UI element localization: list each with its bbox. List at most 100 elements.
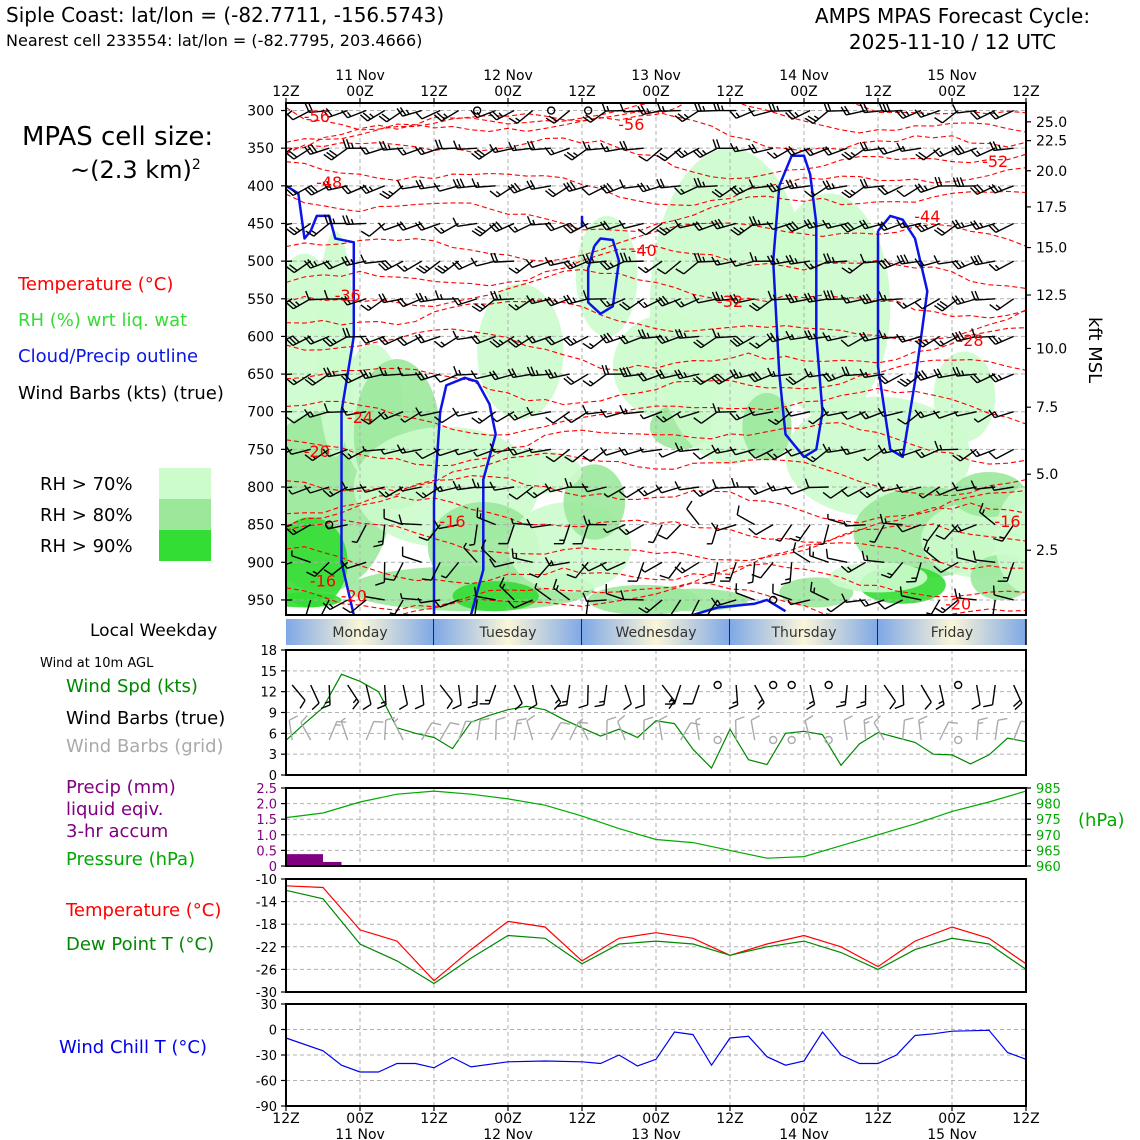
station-title: Siple Coast: lat/lon = (-82.7711, -156.5… [6,3,445,27]
barb-300-16-half [369,113,375,118]
barb-950-46-flag [552,578,558,589]
barb-950-1 [286,599,293,601]
barb-700-34-half [477,417,483,422]
barb-550-103 [896,298,922,309]
barb-700-97-flag [858,411,867,420]
precip-panel-ylabel-2.0: 2.0 [256,798,277,813]
barb-700-1 [286,411,293,413]
barb-900-19-shaft [393,561,404,581]
barb-350-73-flag [715,139,721,149]
barb-800-43-flag [526,491,535,499]
barb-650-97-flag [859,368,866,378]
barb-650-43-flag [530,366,536,376]
barb-400-55-flag [603,184,611,193]
barb-550-64 [655,295,681,307]
barb-650-85 [785,373,811,386]
top-date-3: 14 Nov [779,68,829,84]
wind10-true-37-shaft [513,684,523,704]
barb-400-37 [489,185,515,198]
wind10-grid-22 [421,722,442,741]
barb-500-7-half [313,261,318,267]
barb-550-97-flag [859,295,866,305]
barb-300-28-half [443,113,449,118]
barb-400-109-flag [934,176,939,187]
barb-600-10-half [332,338,337,344]
barb-550-115 [970,290,996,301]
barb-900-37-shaft [494,561,515,568]
barb-650-79-flag [747,374,756,383]
barb-800-112-shaft [956,486,977,492]
barb-800-55 [603,486,626,498]
barb-750-13-half [347,453,353,458]
barb-800-55-half [603,493,609,498]
wind10-true-49-flag [578,704,588,709]
wind10-true-76-flag [757,702,765,710]
wind10-true-28-flag [452,704,462,710]
barb-350-100 [877,146,903,155]
barb-300-67-half [683,113,689,119]
barb-850-97-shaft [874,524,885,543]
temp-label-10: -20 [304,442,330,461]
barb-900-97 [861,550,885,563]
wind10-true-4 [310,684,320,711]
barb-600-22 [396,335,422,347]
rh-blob-8 [452,581,539,612]
barb-800-4-half [288,489,293,495]
barb-850-31-half [469,543,475,546]
barb-300-13 [340,109,367,119]
barb-600-10-flag [325,337,334,345]
barb-550-85-flag [788,293,795,303]
barb-850-64 [657,524,682,540]
barb-800-34-half [476,482,480,488]
rh70-swatch [159,468,211,499]
barb-550-73-flag [711,291,717,301]
wind10-grid-106 [939,721,958,741]
barb-550-64-flag [658,296,666,306]
barb-850-94-shaft [845,523,866,527]
barb-750-46-flag [545,455,555,463]
barb-300-52-flag [585,114,594,121]
barb-850-103-shaft [902,523,922,533]
barb-350-118-flag [989,141,995,151]
barb-350-115-flag [969,148,978,157]
barb-350-94-half [850,151,856,157]
barb-300-88-half [813,115,820,120]
barb-900-34 [480,539,497,563]
barb-500-34 [470,257,496,267]
barb-300-25 [414,109,441,120]
barb-950-43-shaft [534,587,552,601]
barb-350-91-flag [825,146,833,155]
barb-800-28-flag [433,483,440,492]
barb-950-61 [638,599,663,614]
wind10-grid-31-shaft [476,720,481,741]
wind10-grid-112 [975,717,988,741]
barb-600-103 [895,333,922,343]
barb-500-97 [859,253,885,264]
barb-800-106 [918,486,941,499]
barb-300-73-half [720,105,724,111]
barb-350-106-flag [918,151,927,159]
barb-450-61 [637,222,663,236]
barb-550-106-flag [914,301,923,310]
barb-700-55-shaft [605,411,626,418]
barb-350-52-flag [582,140,588,151]
barb-750-31-half [454,449,459,456]
barb-550-97 [859,293,885,305]
barb-750-13 [341,448,367,460]
barb-800-109-half [935,490,941,496]
barb-300-100-flag [878,103,884,112]
barb-900-103 [906,562,922,583]
barb-450-82-flag [766,221,774,230]
barb-900-43-flag [528,573,539,578]
barb-350-28-flag [434,139,440,149]
barb-450-40-flag [507,224,516,233]
barb-350-34-flag [476,148,486,156]
barb-400-64-flag [656,178,662,189]
ptick-label-900: 900 [247,555,274,571]
barb-400-16-flag [362,184,370,193]
barb-900-79-flag [751,573,761,579]
barb-300-16 [359,109,386,122]
barb-350-115-half [976,150,981,156]
barb-950-58 [620,590,644,601]
wind10-true-94-flag [856,704,866,709]
